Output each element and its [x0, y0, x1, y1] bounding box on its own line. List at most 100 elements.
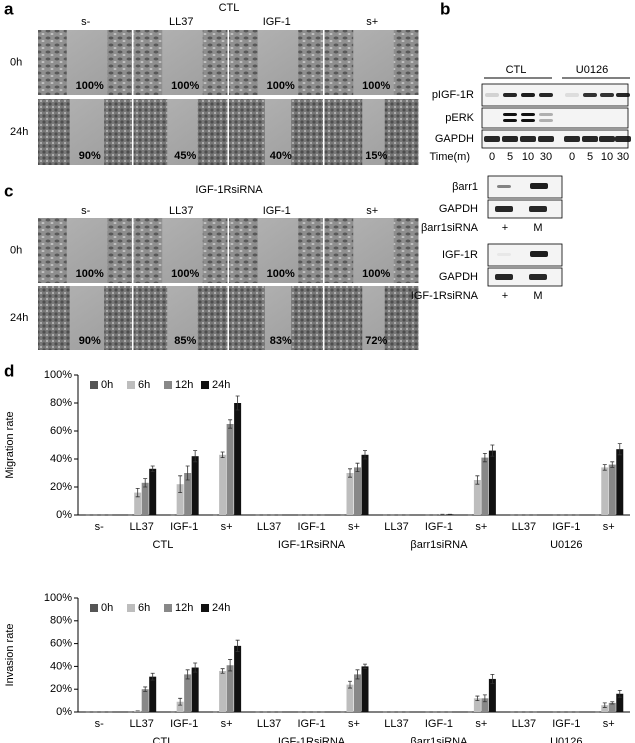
bar	[134, 492, 142, 515]
time-value: 30	[617, 151, 629, 163]
band	[530, 251, 548, 257]
cell-edge	[133, 218, 163, 283]
error-bar	[143, 686, 148, 692]
bar	[134, 710, 142, 712]
bar	[191, 667, 199, 712]
error-bar	[610, 701, 615, 705]
group-label: CTL	[153, 539, 174, 551]
band	[520, 136, 536, 142]
error-bar	[185, 669, 190, 680]
bar	[616, 449, 624, 515]
x-tick-label: LL37	[257, 521, 281, 533]
legend-swatch	[90, 604, 98, 612]
bar	[219, 454, 227, 515]
cell-edge	[133, 99, 168, 165]
blot-label: βarr1	[452, 181, 478, 193]
legend-swatch	[127, 604, 135, 612]
group-label: CTL	[153, 736, 174, 743]
group-label: βarr1siRNA	[410, 539, 468, 551]
error-bar	[475, 475, 480, 485]
time-label: Time(m)	[429, 151, 470, 163]
column-label: s-	[81, 205, 91, 217]
x-tick-label: IGF-1	[170, 718, 198, 730]
cell-edge	[202, 30, 228, 95]
x-tick-label: IGF-1	[425, 521, 453, 533]
cell-edge	[104, 286, 132, 350]
percentage: 100%	[76, 80, 104, 92]
x-tick-label: IGF-1	[552, 521, 580, 533]
percentage: 100%	[267, 268, 295, 280]
error-bar	[193, 450, 198, 463]
cell-edge	[107, 30, 132, 95]
column-label: IGF-1	[263, 205, 291, 217]
time-value: 5	[507, 151, 513, 163]
percentage: 83%	[270, 335, 292, 347]
band	[495, 274, 513, 280]
band	[583, 93, 597, 97]
band	[539, 113, 553, 116]
cell-edge	[38, 30, 67, 95]
column-label: s-	[81, 16, 91, 28]
bar	[361, 666, 369, 712]
bar	[346, 684, 354, 712]
cell-edge	[104, 99, 132, 165]
cell-edge	[291, 99, 323, 165]
band	[503, 119, 517, 122]
band	[564, 136, 580, 142]
bar	[616, 693, 624, 712]
column-label: LL37	[169, 16, 193, 28]
error-bar	[363, 450, 367, 460]
cell-edge	[229, 286, 265, 350]
group-label: IGF-1RsiRNA	[278, 736, 346, 743]
bar	[488, 678, 496, 712]
cell-edge	[202, 218, 228, 283]
band	[502, 136, 518, 142]
bar	[481, 457, 489, 515]
lane-label: M	[533, 290, 542, 302]
percentage: 40%	[270, 150, 292, 162]
blot	[487, 199, 563, 219]
time-value: 5	[587, 151, 593, 163]
row-label: 0h	[10, 56, 22, 68]
bar	[149, 468, 157, 515]
legend-label: 12h	[175, 602, 193, 614]
row-label: 24h	[10, 312, 28, 324]
bar	[234, 645, 242, 712]
legend-swatch	[164, 381, 172, 389]
panel-label: c	[4, 181, 13, 200]
error-bar	[143, 478, 148, 488]
error-bar	[235, 395, 240, 411]
bar	[601, 467, 609, 515]
y-tick-label: 100%	[44, 592, 72, 604]
band	[503, 113, 517, 116]
cell-edge	[298, 30, 323, 95]
column-label: s+	[366, 205, 378, 217]
group-label: U0126	[576, 64, 608, 76]
cell-edge	[133, 30, 163, 95]
time-value: 10	[522, 151, 534, 163]
x-tick-label: LL37	[384, 718, 408, 730]
error-bar	[482, 453, 487, 463]
x-tick-label: s+	[475, 718, 487, 730]
cell-edge	[229, 99, 265, 165]
legend-label: 0h	[101, 379, 113, 391]
lane-label: +	[502, 290, 508, 302]
bar	[226, 665, 234, 712]
bar	[473, 698, 481, 712]
cell-edge	[324, 218, 354, 283]
error-bar	[348, 680, 352, 689]
legend-swatch	[127, 381, 135, 389]
band	[485, 93, 499, 97]
cell-edge	[393, 30, 419, 95]
y-tick-label: 60%	[50, 425, 72, 437]
band	[521, 93, 535, 97]
percentage: 100%	[362, 268, 390, 280]
group-label: CTL	[506, 64, 527, 76]
panel-label: a	[4, 0, 14, 18]
bar	[149, 676, 157, 712]
x-tick-label: s+	[221, 521, 233, 533]
error-bar	[602, 464, 607, 471]
condition-label: βarr1siRNA	[421, 222, 479, 234]
error-bar	[228, 419, 233, 429]
percentage: 72%	[365, 335, 387, 347]
